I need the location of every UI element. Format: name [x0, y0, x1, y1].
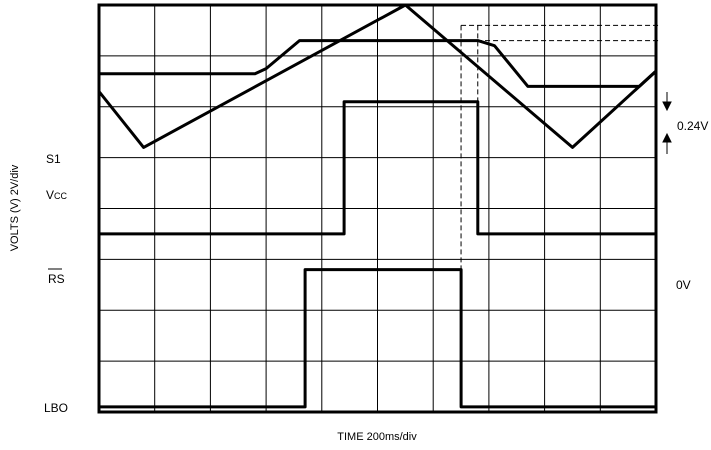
- label-vcc-main: V: [46, 188, 54, 202]
- y-axis-title: VOLTS (V) 2V/div: [9, 164, 21, 251]
- label-vcc: VCC: [46, 188, 68, 202]
- measurement-guides: [460, 24, 660, 270]
- trace-lbo: [99, 268, 656, 409]
- label-vcc-sub: CC: [54, 191, 67, 201]
- x-axis-title: TIME 200ms/div: [337, 431, 417, 443]
- label-lbo: LBO: [44, 401, 68, 415]
- label-s1: S1: [46, 152, 61, 166]
- trace-s1: [99, 39, 658, 88]
- zero-volt-label: 0V: [676, 278, 691, 292]
- label-rs: RS: [48, 272, 65, 286]
- delta-voltage-label: 0.24V: [677, 119, 708, 133]
- trace-rs: [99, 100, 656, 236]
- grid: [99, 5, 656, 412]
- plot-frame: [97, 3, 658, 414]
- delta-arrows: [662, 92, 672, 154]
